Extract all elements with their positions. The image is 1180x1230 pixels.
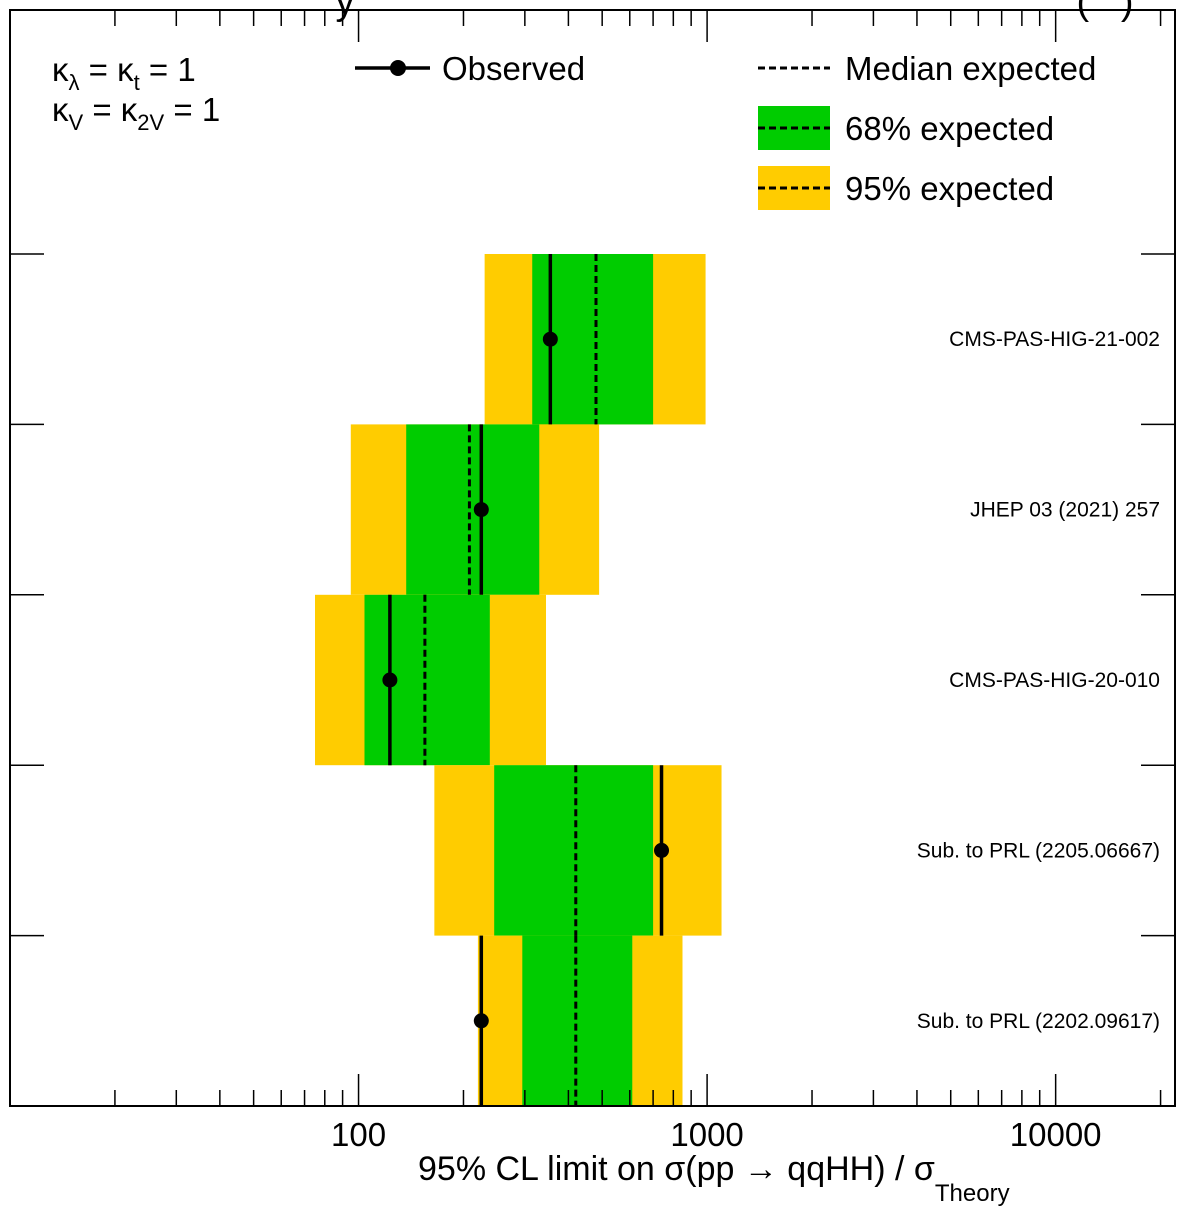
observed-marker-3 — [654, 842, 670, 858]
bands-layer — [315, 254, 722, 1106]
legend-95-label: 95% expected — [845, 170, 1054, 207]
observed-marker-4 — [473, 1013, 489, 1029]
row-label-4: Sub. to PRL (2202.09617) — [917, 1010, 1160, 1033]
legend: Observed Median expected 68% expected 95… — [355, 50, 1096, 210]
header-fragment-left: y — [336, 0, 355, 23]
row-label-1: JHEP 03 (2021) 257 — [970, 499, 1160, 522]
legend-68-label: 68% expected — [845, 110, 1054, 147]
observed-marker-1 — [473, 502, 489, 518]
legend-observed-label: Observed — [442, 50, 585, 87]
band68-3 — [494, 765, 654, 936]
legend-median-label: Median expected — [845, 50, 1096, 87]
kappa-annotation: κλ = κt = 1 κV = κ2V = 1 — [52, 51, 220, 135]
legend-median: Median expected — [758, 50, 1096, 87]
x-axis-title: 95% CL limit on σ(pp → qqHH) / σTheory — [418, 1150, 1010, 1207]
header-fragment-right: ( ) — [1077, 0, 1134, 23]
x-tick-label-0: 100 — [331, 1116, 386, 1153]
kappa-line-1: κλ = κt = 1 — [52, 51, 196, 95]
x-tick-label-1: 1000 — [670, 1116, 743, 1153]
plot-frame — [9, 9, 1176, 1107]
band68-4 — [522, 935, 633, 1106]
row-label-3: Sub. to PRL (2205.06667) — [917, 839, 1160, 862]
axis-ticks — [9, 10, 1175, 1106]
legend-68: 68% expected — [758, 106, 1054, 150]
observed-marker-0 — [542, 331, 558, 347]
lines-layer — [382, 254, 670, 1106]
row-label-2: CMS-PAS-HIG-20-010 — [949, 669, 1160, 692]
legend-95: 95% expected — [758, 166, 1054, 210]
kappa-line-2: κV = κ2V = 1 — [52, 91, 220, 135]
legend-observed-marker — [390, 60, 406, 76]
x-tick-labels: 100 1000 10000 — [331, 1116, 1102, 1153]
x-tick-label-2: 10000 — [1010, 1116, 1102, 1153]
legend-observed: Observed — [355, 50, 585, 87]
row-label-0: CMS-PAS-HIG-21-002 — [949, 328, 1160, 351]
category-labels: CMS-PAS-HIG-21-002 JHEP 03 (2021) 257 CMS-… — [917, 328, 1160, 1033]
band68-1 — [406, 424, 540, 595]
observed-marker-2 — [382, 672, 398, 688]
